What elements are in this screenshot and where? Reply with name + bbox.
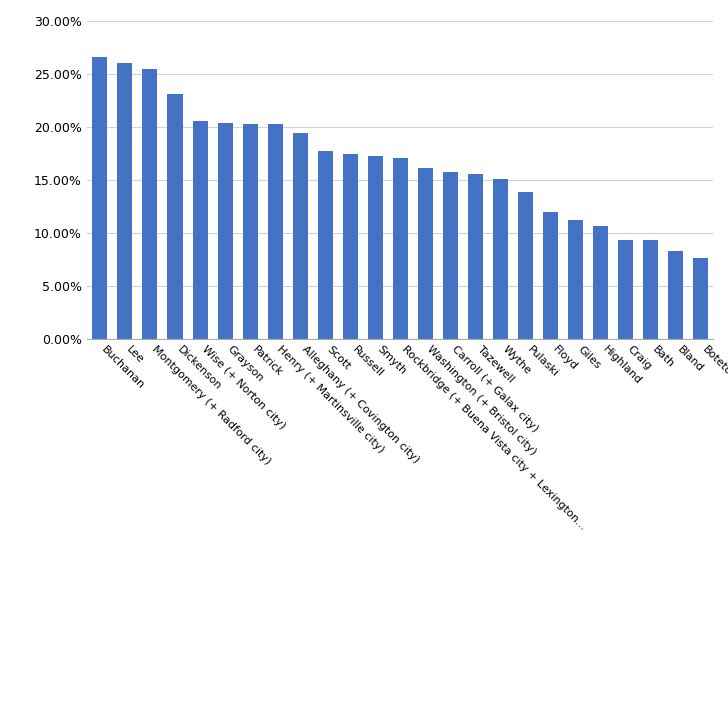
Bar [117, 63, 132, 339]
Bar [317, 151, 333, 339]
Bar [693, 258, 708, 339]
Bar [218, 123, 233, 339]
Bar [192, 121, 207, 339]
Bar [644, 240, 658, 339]
Bar [668, 252, 684, 339]
Bar [293, 133, 308, 339]
Bar [518, 192, 533, 339]
Bar [268, 124, 282, 339]
Bar [543, 212, 558, 339]
Bar [593, 226, 609, 339]
Bar [242, 124, 258, 339]
Bar [468, 174, 483, 339]
Bar [143, 69, 157, 339]
Bar [418, 168, 433, 339]
Bar [343, 154, 358, 339]
Bar [393, 158, 408, 339]
Bar [167, 94, 183, 339]
Bar [618, 240, 633, 339]
Bar [368, 156, 383, 339]
Bar [493, 180, 508, 339]
Bar [443, 172, 458, 339]
Bar [92, 57, 108, 339]
Bar [568, 219, 583, 339]
